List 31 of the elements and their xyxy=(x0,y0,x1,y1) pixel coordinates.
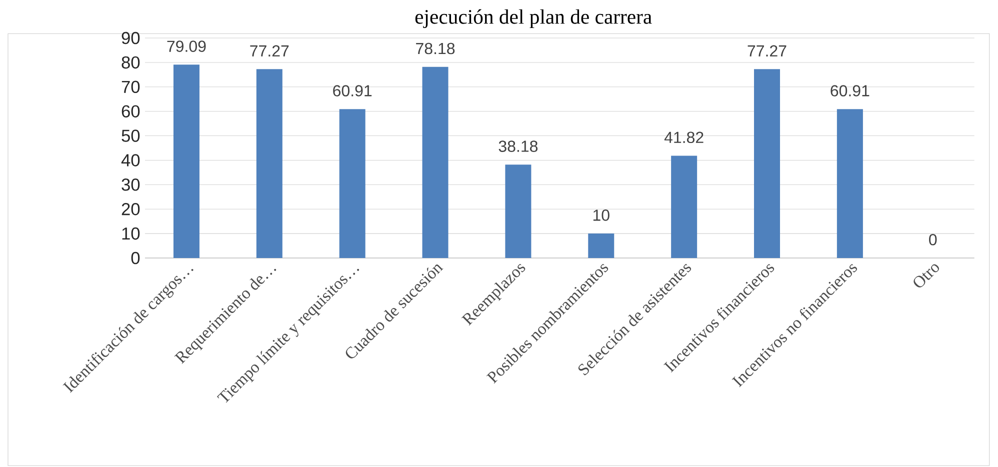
data-label: 77.27 xyxy=(250,45,289,56)
data-label: 10 xyxy=(593,210,610,221)
y-tick-label: 60 xyxy=(122,105,140,118)
data-label: 41.82 xyxy=(664,132,704,144)
y-tick-label: 90 xyxy=(122,32,140,44)
y-tick-label: 40 xyxy=(121,154,140,166)
bar xyxy=(671,156,698,258)
y-tick-label: 30 xyxy=(122,178,140,191)
y-tick-label: 80 xyxy=(122,56,140,69)
data-label: 79.09 xyxy=(167,40,206,52)
bar xyxy=(505,164,532,258)
y-tick-label: 0 xyxy=(131,252,140,264)
chart-title: ejecución del plan de carrera xyxy=(415,9,652,28)
bar xyxy=(173,64,200,258)
bar xyxy=(836,109,863,258)
data-label: 38.18 xyxy=(498,140,538,152)
bar xyxy=(256,69,282,258)
y-tick-label: 20 xyxy=(122,202,140,216)
data-label: 78.18 xyxy=(416,42,455,54)
data-label: 60.91 xyxy=(830,85,870,96)
y-tick-label: 10 xyxy=(122,227,140,240)
data-label: 0 xyxy=(929,234,937,246)
data-label: 60.91 xyxy=(333,85,372,96)
x-tick-label: Otro xyxy=(914,264,939,288)
data-label: 77.27 xyxy=(748,45,786,56)
bar xyxy=(588,234,614,258)
bar xyxy=(339,109,366,258)
y-tick-label: 70 xyxy=(122,80,140,94)
bar xyxy=(422,66,448,258)
bar xyxy=(754,69,780,258)
y-tick-label: 50 xyxy=(122,130,140,142)
